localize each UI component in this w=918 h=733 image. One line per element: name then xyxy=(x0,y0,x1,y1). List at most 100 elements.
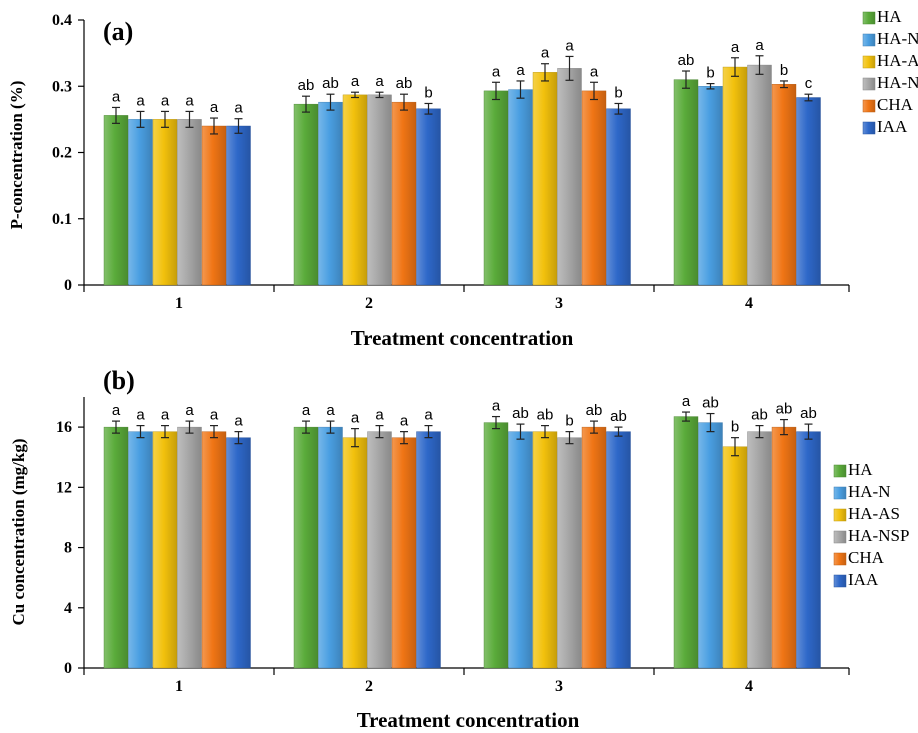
legend-swatch-ha-nsp xyxy=(833,530,847,544)
bar-ha-nsp-1 xyxy=(177,119,202,286)
x-tick-label: 1 xyxy=(175,295,183,312)
x-tick-label: 4 xyxy=(745,678,753,695)
legend-swatch-ha-as xyxy=(862,55,876,69)
bar-ha-2 xyxy=(293,426,319,669)
significance-letter: ab xyxy=(396,75,413,92)
bar-iaa-3 xyxy=(606,108,631,286)
bar-ha-4 xyxy=(673,79,699,286)
significance-letter: b xyxy=(706,65,714,82)
significance-letter: ab xyxy=(776,401,793,418)
bar-cha-4 xyxy=(771,426,797,669)
significance-letter: a xyxy=(590,63,599,80)
legend-label-ha-n: HA-N xyxy=(848,482,891,501)
legend-swatch-ha-as xyxy=(833,508,847,522)
bar-ha-as-4 xyxy=(722,66,748,286)
bar-ha-as-1 xyxy=(152,119,178,286)
y-tick-label: 0.2 xyxy=(52,145,72,162)
legend-swatch-ha-nsp xyxy=(862,77,876,91)
x-axis-title: Treatment concentration xyxy=(357,708,580,732)
bar-ha-nsp-2 xyxy=(367,431,392,669)
y-tick-label: 0.1 xyxy=(52,211,72,228)
bar-iaa-2 xyxy=(416,108,441,286)
legend-label-ha: HA xyxy=(848,460,873,479)
y-tick-label: 0.3 xyxy=(52,78,72,95)
bar-ha-2 xyxy=(293,103,319,286)
bar-ha-nsp-2 xyxy=(367,94,392,286)
significance-letter: a xyxy=(565,37,574,54)
bar-cha-2 xyxy=(391,437,417,669)
significance-letter: a xyxy=(234,413,243,430)
significance-letter: ab xyxy=(298,77,315,94)
significance-letter: a xyxy=(492,398,501,415)
legend-label-ha-as: HA-AS xyxy=(848,504,900,523)
bar-ha-as-2 xyxy=(342,437,368,669)
significance-letter: a xyxy=(112,402,121,419)
significance-letter: ab xyxy=(586,402,603,419)
significance-letter: b xyxy=(565,413,573,430)
bar-ha-as-3 xyxy=(532,72,558,286)
bar-cha-3 xyxy=(581,90,607,286)
panel-label: (a) xyxy=(103,17,133,46)
bar-ha-1 xyxy=(103,426,129,669)
legend-swatch-ha-n xyxy=(833,486,847,500)
bar-iaa-1 xyxy=(226,437,251,669)
bar-ha-as-1 xyxy=(152,431,178,669)
x-tick-label: 2 xyxy=(365,678,373,695)
bar-ha-nsp-3 xyxy=(557,437,582,669)
y-tick-label: 16 xyxy=(56,419,72,436)
legend-swatch-ha-n xyxy=(862,33,876,47)
legend-swatch-iaa xyxy=(862,121,876,135)
bar-cha-2 xyxy=(391,101,417,286)
bar-ha-nsp-1 xyxy=(177,426,202,669)
legend-label-ha-as: HA-AS xyxy=(877,51,918,70)
legend: HA HA-N HA-AS HA-NSP CHA IAA xyxy=(833,460,909,589)
bar-ha-n-3 xyxy=(508,89,533,286)
bar-ha-n-3 xyxy=(508,431,533,669)
bar-ha-n-4 xyxy=(698,422,723,669)
bar-cha-1 xyxy=(201,125,227,286)
bar-ha-as-2 xyxy=(342,94,368,286)
y-tick-label: 0 xyxy=(64,277,72,294)
y-tick-label: 0.4 xyxy=(52,12,72,29)
significance-letter: ab xyxy=(322,75,339,92)
significance-letter: ab xyxy=(537,407,554,424)
significance-letter: a xyxy=(136,92,145,109)
legend-swatch-cha xyxy=(833,552,847,566)
bar-ha-n-1 xyxy=(128,119,153,286)
significance-letter: a xyxy=(210,407,219,424)
legend-label-ha-nsp: HA-NSP xyxy=(848,526,909,545)
significance-letter: a xyxy=(375,407,384,424)
significance-letter: a xyxy=(161,407,170,424)
significance-letter: ab xyxy=(800,405,817,422)
bar-cha-4 xyxy=(771,84,797,286)
legend-swatch-ha xyxy=(862,11,876,25)
bar-ha-nsp-4 xyxy=(747,64,772,286)
significance-letter: ab xyxy=(610,408,627,425)
significance-letter: a xyxy=(424,407,433,424)
bar-iaa-2 xyxy=(416,431,441,669)
y-tick-label: 4 xyxy=(64,600,72,617)
legend-label-iaa: IAA xyxy=(848,570,879,589)
significance-letter: a xyxy=(302,402,311,419)
bar-ha-nsp-4 xyxy=(747,431,772,669)
bar-ha-4 xyxy=(673,416,699,669)
x-tick-label: 3 xyxy=(555,295,563,312)
legend-swatch-ha xyxy=(833,464,847,478)
significance-letter: a xyxy=(375,73,384,90)
significance-letter: a xyxy=(755,37,764,54)
significance-letter: b xyxy=(424,84,432,101)
bar-ha-nsp-3 xyxy=(557,68,582,286)
bar-ha-1 xyxy=(103,115,129,286)
significance-letter: b xyxy=(780,62,788,79)
bar-iaa-1 xyxy=(226,125,251,286)
bar-ha-3 xyxy=(483,422,509,669)
x-tick-label: 1 xyxy=(175,678,183,695)
bar-iaa-3 xyxy=(606,431,631,669)
significance-letter: a xyxy=(541,45,550,62)
significance-letter: a xyxy=(234,100,243,117)
bar-ha-as-4 xyxy=(722,446,748,669)
x-tick-label: 3 xyxy=(555,678,563,695)
legend-label-ha: HA xyxy=(877,7,902,26)
y-tick-label: 0 xyxy=(64,660,72,677)
